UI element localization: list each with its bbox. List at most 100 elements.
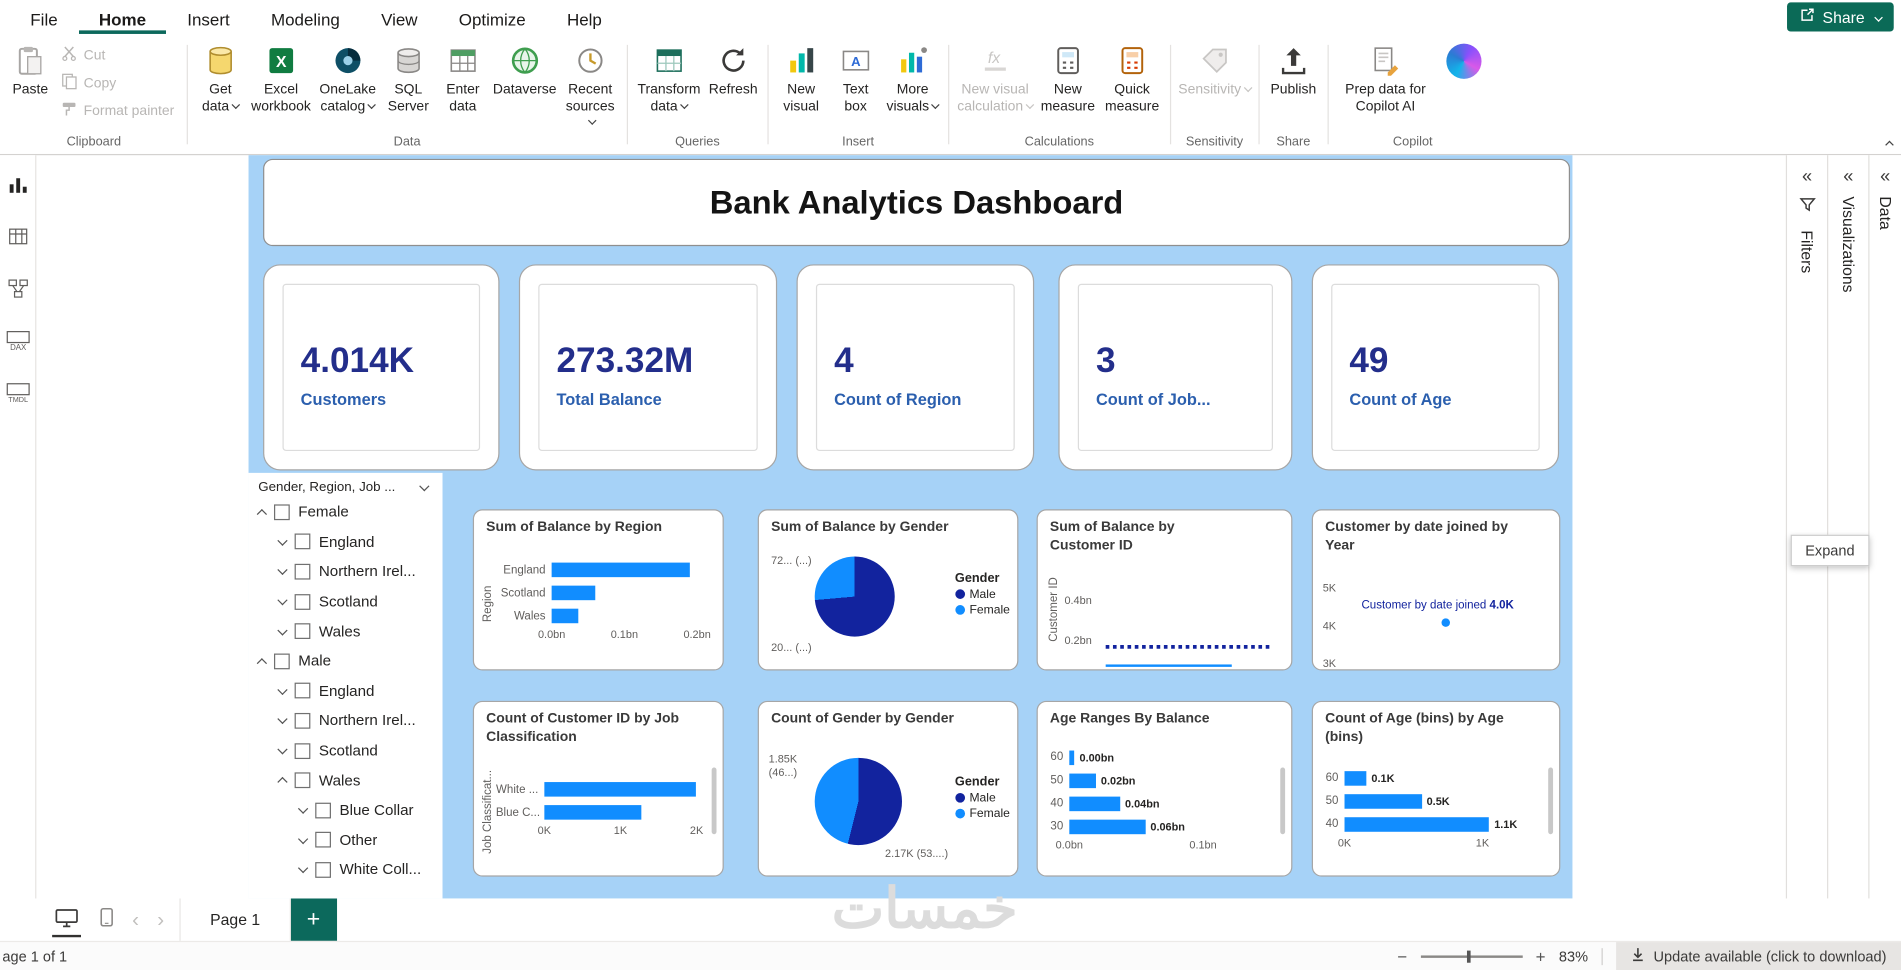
slicer-item[interactable]: Scotland <box>249 587 443 617</box>
quick-measure-button[interactable]: Quick measure <box>1101 39 1164 118</box>
checkbox[interactable] <box>294 683 311 699</box>
checkbox[interactable] <box>294 593 311 610</box>
kpi-card-total-balance[interactable]: 273.32M Total Balance <box>518 264 778 471</box>
page-tab[interactable]: Page 1 <box>179 898 291 941</box>
slicer-item[interactable]: England <box>249 676 443 706</box>
more-visuals-button[interactable]: More visuals <box>884 39 942 118</box>
copilot-button[interactable] <box>1438 39 1491 85</box>
menu-optimize[interactable]: Optimize <box>458 9 526 29</box>
checkbox[interactable] <box>315 832 331 848</box>
share-button[interactable]: Share <box>1787 2 1894 32</box>
expand-chevron-icon[interactable] <box>297 833 309 844</box>
legend-item-male[interactable]: Male <box>954 792 1010 805</box>
checkbox[interactable] <box>273 504 290 520</box>
slicer-item[interactable]: Other <box>249 825 443 855</box>
menu-help[interactable]: Help <box>566 9 602 29</box>
collapse-chevron-icon[interactable] <box>256 508 268 519</box>
slicer-item[interactable]: Northern Irel... <box>249 557 443 587</box>
model-view-icon[interactable] <box>3 276 32 300</box>
legend-item-female[interactable]: Female <box>954 807 1010 821</box>
slicer-item[interactable]: White Coll... <box>249 855 443 885</box>
checkbox[interactable] <box>273 653 290 670</box>
menu-file[interactable]: File <box>30 9 58 29</box>
slicer-item[interactable]: Northern Irel... <box>249 706 443 736</box>
text-box-button[interactable]: A Text box <box>829 39 882 118</box>
chart-age-bins[interactable]: Count of Age (bins) by Age (bins) 60 0.1K… <box>1311 700 1561 877</box>
checkbox[interactable] <box>294 772 311 789</box>
report-view-icon[interactable] <box>3 172 32 196</box>
slicer-item[interactable]: Male <box>249 646 443 676</box>
slicer-dropdown-icon[interactable] <box>419 481 430 492</box>
bar[interactable] <box>1069 773 1097 789</box>
chart-balance-by-customer-id[interactable]: Sum of Balance by Customer ID Customer I… <box>1036 509 1293 671</box>
expand-chevron-icon[interactable] <box>277 535 288 546</box>
bar[interactable] <box>1344 817 1490 832</box>
dashboard-title-card[interactable]: Bank Analytics Dashboard <box>263 158 1571 247</box>
transform-data-button[interactable]: Transform data <box>634 39 704 118</box>
slicer-item[interactable]: Wales <box>249 616 443 646</box>
pie-balance-by-gender[interactable] <box>814 556 895 637</box>
legend-item-female[interactable]: Female <box>954 604 1010 617</box>
expand-chevron-icon[interactable] <box>277 624 288 636</box>
chart-customer-by-date-joined[interactable]: Customer by date joined by Year 5K 4K 3K… <box>1311 509 1561 671</box>
slicer-item[interactable]: Scotland <box>249 736 443 766</box>
expand-visualizations-icon[interactable]: « <box>1843 166 1854 187</box>
chart-scrollbar[interactable] <box>1280 767 1286 834</box>
table-view-icon[interactable] <box>3 224 32 248</box>
chart-scrollbar[interactable] <box>711 767 717 834</box>
checkbox[interactable] <box>294 742 311 759</box>
checkbox[interactable] <box>315 802 331 819</box>
collapse-chevron-icon[interactable] <box>256 657 268 669</box>
expand-chevron-icon[interactable] <box>277 565 288 576</box>
paste-button[interactable]: Paste <box>7 39 53 102</box>
menu-home[interactable]: Home <box>78 0 166 34</box>
kpi-card-count-of-region[interactable]: 4 Count of Region <box>796 264 1035 471</box>
menu-insert[interactable]: Insert <box>187 9 230 29</box>
chart-balance-by-gender[interactable]: Sum of Balance by Gender 72... (...) 20.… <box>757 509 1019 671</box>
tmdl-view-icon[interactable]: TMDL <box>3 381 32 405</box>
slicer-item[interactable]: England <box>249 527 443 557</box>
data-pane-collapsed[interactable]: « Data <box>1868 155 1901 899</box>
checkbox[interactable] <box>315 861 331 878</box>
zoom-in-icon[interactable]: + <box>1535 946 1546 966</box>
menu-view[interactable]: View <box>381 9 418 29</box>
data-point[interactable] <box>1441 618 1450 627</box>
previous-page-icon[interactable]: ‹ <box>132 908 140 932</box>
collapse-chevron-icon[interactable] <box>277 777 288 788</box>
kpi-card-customers[interactable]: 4.014K Customers <box>263 264 500 471</box>
enter-data-button[interactable]: Enter data <box>436 39 489 118</box>
excel-workbook-button[interactable]: X Excel workbook <box>248 39 313 118</box>
checkbox[interactable] <box>294 533 311 550</box>
checkbox[interactable] <box>294 623 311 640</box>
expand-filters-icon[interactable]: « <box>1801 166 1813 187</box>
bar[interactable] <box>551 586 596 601</box>
zoom-slider[interactable] <box>1420 949 1523 963</box>
get-data-button[interactable]: Get data <box>194 39 247 118</box>
expand-chevron-icon[interactable] <box>297 863 309 874</box>
bar[interactable] <box>1069 750 1075 766</box>
slicer-item[interactable]: Wales <box>249 766 443 796</box>
publish-button[interactable]: Publish <box>1265 39 1321 102</box>
pie-gender-by-gender[interactable] <box>814 757 903 846</box>
visualizations-pane-collapsed[interactable]: « Visualizations <box>1827 155 1869 899</box>
bar[interactable] <box>544 782 696 798</box>
expand-chevron-icon[interactable] <box>277 684 288 695</box>
sql-server-button[interactable]: SQL Server <box>382 39 435 118</box>
dax-query-view-icon[interactable]: DAX <box>3 329 32 353</box>
recent-sources-button[interactable]: Recent sources <box>560 39 621 134</box>
slicer-item[interactable]: Female <box>249 497 443 527</box>
chart-customer-id-by-job[interactable]: Count of Customer ID by Job Classificati… <box>472 700 724 877</box>
new-page-button[interactable]: + <box>290 898 337 941</box>
update-available-button[interactable]: Update available (click to download) <box>1615 942 1901 970</box>
onelake-catalog-button[interactable]: OneLake catalog <box>315 39 380 118</box>
kpi-card-count-of-age[interactable]: 49 Count of Age <box>1311 264 1560 471</box>
chart-scrollbar[interactable] <box>1548 767 1554 834</box>
checkbox[interactable] <box>294 712 311 729</box>
zoom-slider-thumb[interactable] <box>1466 949 1471 963</box>
desktop-layout-icon[interactable] <box>52 902 81 937</box>
bar[interactable] <box>1344 771 1367 786</box>
zoom-out-icon[interactable]: − <box>1397 946 1408 966</box>
bar[interactable] <box>1069 796 1121 812</box>
chart-gender-by-gender[interactable]: Count of Gender by Gender 1.85K (46...) … <box>757 700 1019 877</box>
bar[interactable] <box>551 563 690 578</box>
